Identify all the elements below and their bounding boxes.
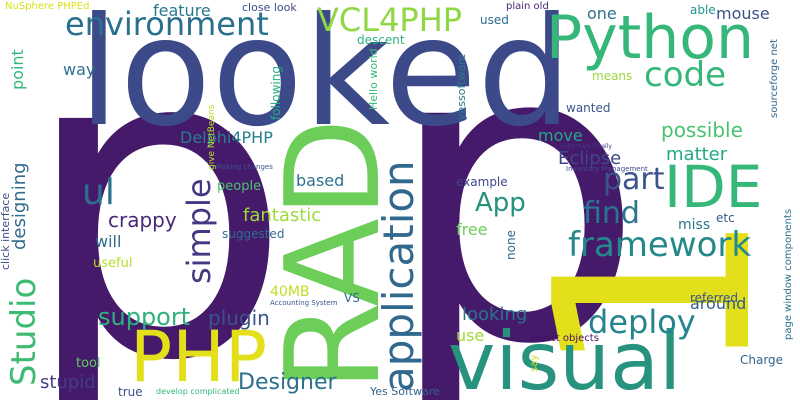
word-crappy: crappy [108,210,177,230]
word-tool: tool [76,357,101,370]
word-will: will [95,234,121,250]
word-develop-complicated: develop complicated [156,388,239,396]
word-free: free [456,222,488,238]
word-yes-software: Yes Software [370,386,440,397]
word-plain-old: plain old [506,2,549,12]
word-inventory-management: Inventory Management [566,166,648,173]
word-one: one [587,6,617,22]
word-designing: designing [11,162,29,250]
word-support: support [98,305,190,329]
word-select-objects: select objects [530,334,599,344]
word-say: say [530,355,540,372]
word-useful: useful [93,257,132,270]
word-ide: IDE [664,158,762,216]
word-used: used [480,14,509,26]
word-feature: feature [153,3,211,19]
word-ul: ul [82,175,115,211]
word-app: App [475,190,526,216]
word-designer: Designer [238,372,337,394]
word-move: move [538,128,583,144]
word-descent: descent [357,34,405,46]
word-code: code [644,58,726,92]
word-yessoftware: yessoftware [456,54,467,120]
word-based: based [296,173,344,189]
word-framework: framework [568,228,751,262]
word-nightmare-finally: nightmare Finally [560,144,612,150]
word-give-netbeans: give NetBeans [208,105,217,170]
word-find: find [583,199,640,229]
word-wanted: wanted [566,102,610,114]
word-none: none [505,230,517,260]
word-vcl4php: VCL4PHP [317,4,462,36]
word-making-changes: Making changes [216,164,273,171]
word-40mb: 40MB [270,285,310,299]
word-simple: simple [183,178,215,284]
word-miss: miss [678,218,710,232]
word-click-interface: click interface [0,193,11,270]
word-hello-world: Hello world [368,48,379,110]
word-people: people [217,180,261,193]
word-studio: Studio [7,278,41,386]
word-delphi4php: Delphi4PHP [180,130,273,146]
word-way: way [63,62,95,78]
word-fantastic: fantastic [243,207,321,225]
word-plugin: plugin [208,308,270,328]
word-accounting-system: Accounting System [270,300,337,307]
word-referred: referred [690,292,738,304]
word-sourceforge-net: sourceforge net [770,39,780,118]
word-matter: matter [666,146,727,164]
word-page-window-components: page window components [784,209,794,340]
word-means: means [592,70,632,82]
word-close-look: close look [242,2,297,13]
word-true: true [118,386,143,398]
word-charge: Charge [740,354,783,366]
word-example: example [456,176,508,188]
word-following: following [270,66,282,120]
word-p-medium: p [226,236,263,294]
word-mouse: mouse [716,6,770,22]
word-suggested: suggested [222,228,284,240]
word-nusphere-phped: NuSphere PHPEd [5,2,89,12]
word-deploy: deploy [588,306,696,338]
word-point: point [10,49,26,90]
word-possible: possible [661,120,743,140]
word-stupid: stupid [40,374,96,392]
word-use: use [456,328,484,344]
word-etc: etc [716,212,735,224]
word-application: application [378,160,420,392]
word-vs: VS [344,292,360,304]
word-able: able [690,4,716,16]
word-looking: looking [462,306,527,324]
